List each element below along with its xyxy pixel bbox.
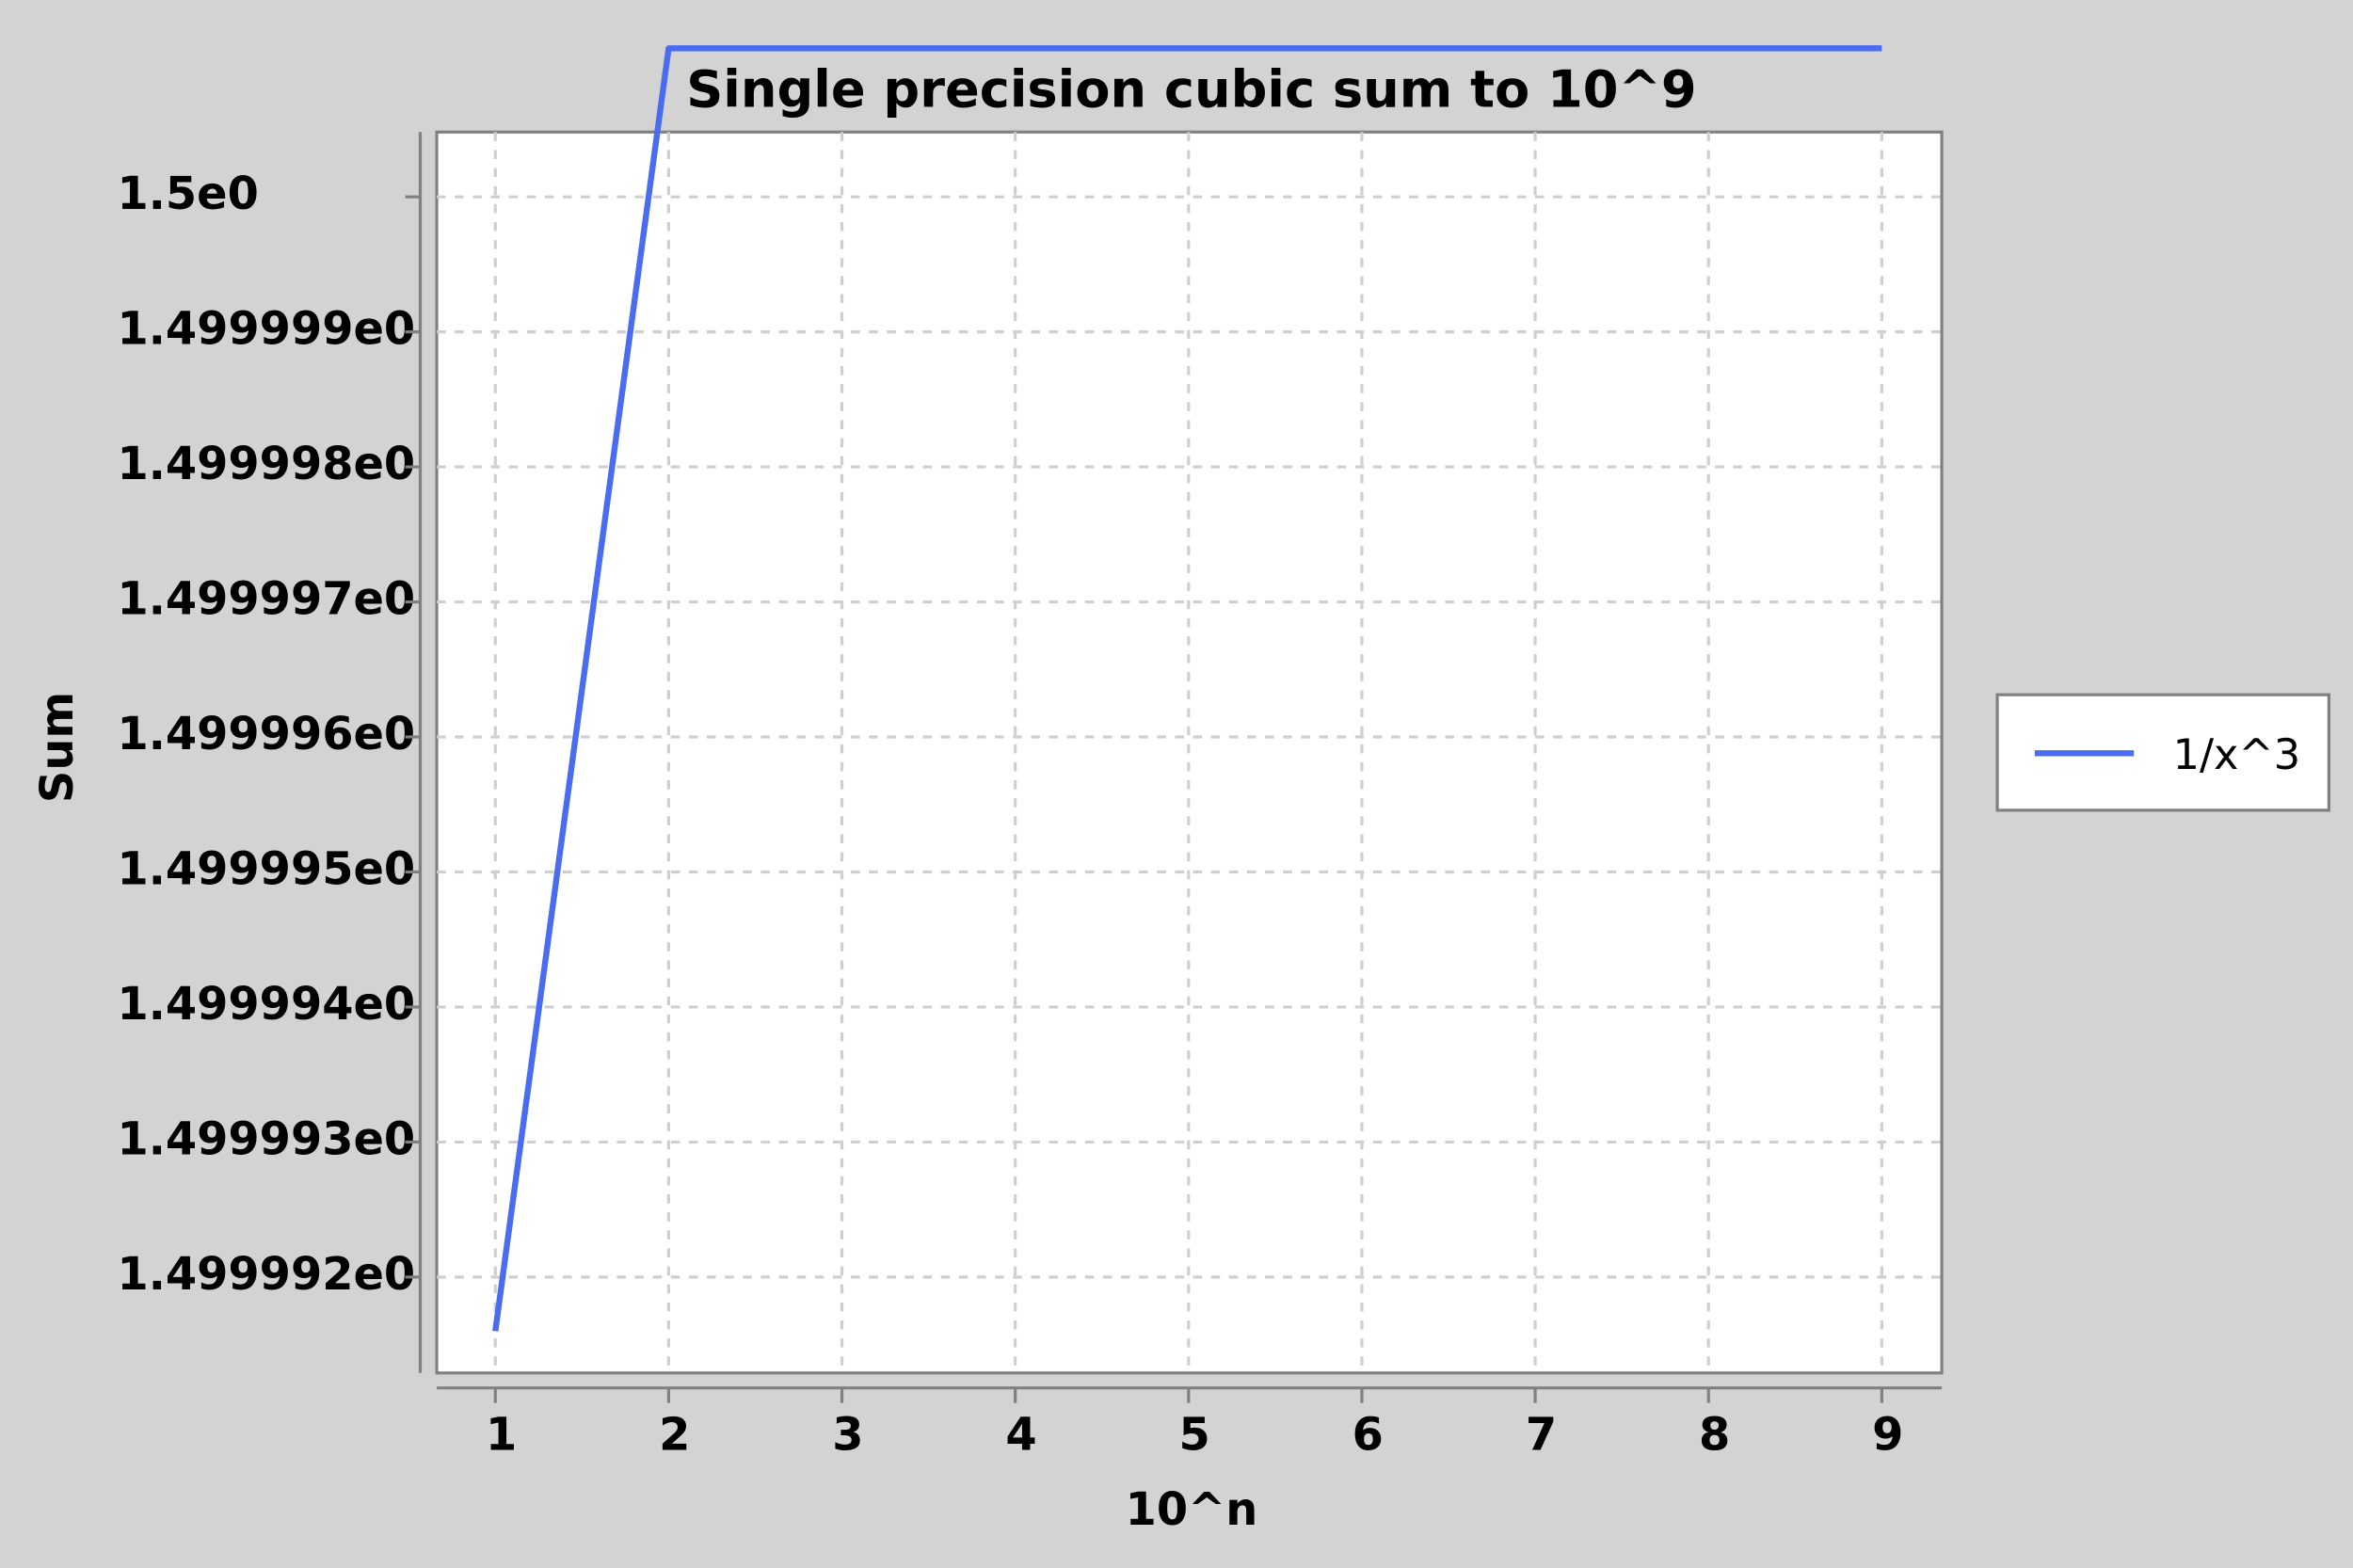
y-tick-label: 1.499994e0 xyxy=(117,979,415,1031)
x-tick-label: 3 xyxy=(832,1409,863,1461)
y-tick-label: 1.499996e0 xyxy=(117,709,415,760)
x-tick-label: 9 xyxy=(1872,1409,1903,1461)
chart-title: Single precision cubic sum to 10^9 xyxy=(686,59,1696,119)
x-tick-label: 6 xyxy=(1353,1409,1384,1461)
y-tick-label: 1.5e0 xyxy=(117,168,258,220)
y-tick-label: 1.499998e0 xyxy=(117,439,415,490)
legend-label: 1/x^3 xyxy=(2173,730,2301,779)
y-tick-label: 1.499995e0 xyxy=(117,843,415,895)
y-axis-title: Sum xyxy=(32,692,84,803)
x-axis-title: 10^n xyxy=(1126,1484,1258,1536)
y-tick-label: 1.499993e0 xyxy=(117,1113,415,1165)
x-tick-label: 5 xyxy=(1179,1409,1210,1461)
x-tick-label: 2 xyxy=(659,1409,690,1461)
y-tick-label: 1.499992e0 xyxy=(117,1249,415,1301)
x-tick-label: 7 xyxy=(1526,1409,1557,1461)
y-tick-label: 1.499999e0 xyxy=(117,304,415,356)
x-tick-label: 8 xyxy=(1699,1409,1730,1461)
y-tick-label: 1.499997e0 xyxy=(117,574,415,626)
line-series xyxy=(492,45,1882,1332)
x-tick-label: 1 xyxy=(486,1409,517,1461)
x-tick-label: 4 xyxy=(1005,1409,1036,1461)
